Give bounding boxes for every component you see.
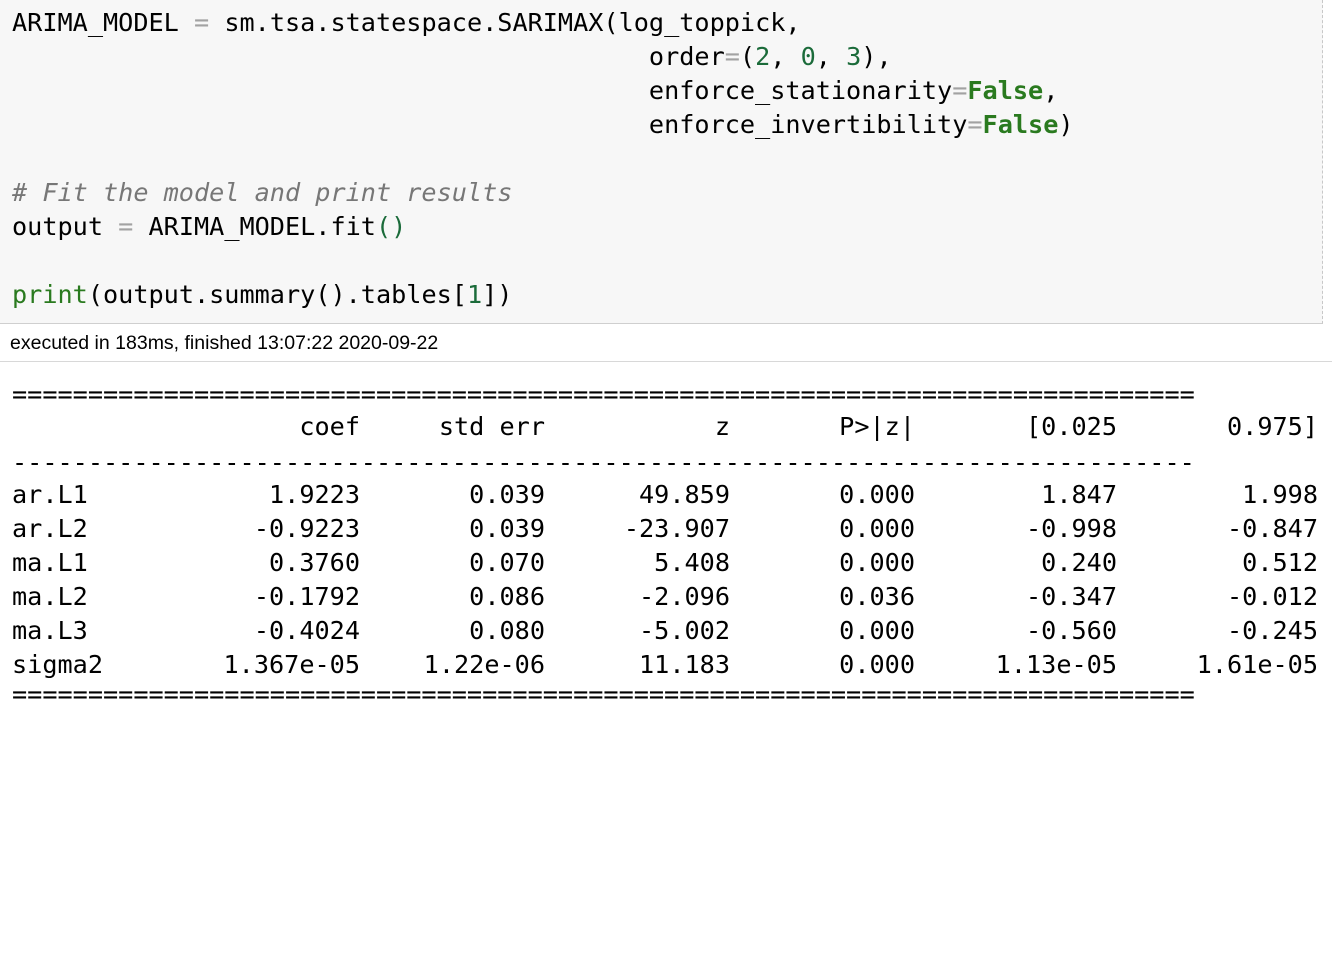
cell-ci-upper: 0.512 — [1242, 548, 1318, 577]
code-line-1: ARIMA_MODEL = sm.tsa.statespace.SARIMAX(… — [12, 8, 801, 37]
cell-p-value: 0.000 — [839, 514, 915, 543]
row-label: ma.L3 — [12, 616, 88, 645]
header-ci-upper: 0.975] — [1227, 412, 1318, 441]
header-z: z — [714, 412, 730, 441]
cell-ci-upper: 1.998 — [1242, 480, 1318, 509]
cell-std-err: 0.080 — [469, 616, 545, 645]
cell-std-err: 0.039 — [469, 514, 545, 543]
cell-p-value: 0.000 — [839, 480, 915, 509]
table-row: ar.L2 -0.9223 0.039 -23.907 0.000 -0.998… — [12, 512, 1318, 546]
table-row: ma.L2 -0.1792 0.086 -2.096 0.036 -0.347 … — [12, 580, 1318, 614]
row-label: sigma2 — [12, 650, 103, 679]
cell-coef: 1.367e-05 — [223, 650, 360, 679]
execution-status-bar: executed in 183ms, finished 13:07:22 202… — [0, 324, 1332, 362]
cell-std-err: 1.22e-06 — [423, 650, 545, 679]
table-header-row: coef std err z P>|z| [0.025 0.975] — [12, 410, 1318, 444]
cell-z: -2.096 — [639, 582, 730, 611]
row-label: ma.L2 — [12, 582, 88, 611]
cell-p-value: 0.000 — [839, 616, 915, 645]
code-line-3: enforce_stationarity=False, — [648, 76, 1059, 105]
row-label: ma.L1 — [12, 548, 88, 577]
header-ci-lower: [0.025 — [1026, 412, 1117, 441]
cell-coef: -0.9223 — [253, 514, 360, 543]
table-double-rule-bottom: ========================================… — [12, 680, 1195, 709]
table-row: ma.L1 0.3760 0.070 5.408 0.000 0.240 0.5… — [12, 546, 1318, 580]
execution-status-text: executed in 183ms, finished 13:07:22 202… — [10, 332, 439, 354]
code-line-8: print(output.summary().tables[1]) — [12, 280, 513, 309]
cell-ci-lower: 1.13e-05 — [995, 650, 1117, 679]
cell-z: -23.907 — [623, 514, 730, 543]
cell-ci-lower: -0.347 — [1026, 582, 1117, 611]
code-cell-input[interactable]: ARIMA_MODEL = sm.tsa.statespace.SARIMAX(… — [0, 0, 1323, 324]
table-row: sigma2 1.367e-05 1.22e-06 11.183 0.000 1… — [12, 648, 1318, 682]
row-label: ar.L1 — [12, 480, 88, 509]
cell-coef: -0.1792 — [253, 582, 360, 611]
table-row: ma.L3 -0.4024 0.080 -5.002 0.000 -0.560 … — [12, 614, 1318, 648]
cell-z: -5.002 — [639, 616, 730, 645]
table-double-rule-top: ========================================… — [12, 380, 1195, 409]
cell-z: 11.183 — [639, 650, 730, 679]
row-label: ar.L2 — [12, 514, 88, 543]
cell-coef: 0.3760 — [269, 548, 360, 577]
cell-p-value: 0.000 — [839, 650, 915, 679]
table-single-rule: ----------------------------------------… — [12, 448, 1195, 477]
cell-ci-upper: -0.245 — [1227, 616, 1318, 645]
cell-output: ========================================… — [0, 362, 1332, 714]
code-line-4: enforce_invertibility=False) — [648, 110, 1074, 139]
cell-ci-lower: -0.998 — [1026, 514, 1117, 543]
cell-ci-lower: 0.240 — [1041, 548, 1117, 577]
cell-p-value: 0.036 — [839, 582, 915, 611]
code-line-2: order=(2, 0, 3), — [648, 42, 892, 71]
cell-ci-lower: 1.847 — [1041, 480, 1117, 509]
cell-coef: 1.9223 — [269, 480, 360, 509]
code-editor[interactable]: ARIMA_MODEL = sm.tsa.statespace.SARIMAX(… — [12, 6, 1074, 312]
cell-ci-upper: 1.61e-05 — [1196, 650, 1318, 679]
code-line-6: output = ARIMA_MODEL.fit() — [12, 212, 407, 241]
cell-p-value: 0.000 — [839, 548, 915, 577]
cell-z: 5.408 — [654, 548, 730, 577]
cell-std-err: 0.039 — [469, 480, 545, 509]
cell-ci-lower: -0.560 — [1026, 616, 1117, 645]
header-p-value: P>|z| — [839, 412, 915, 441]
cell-std-err: 0.086 — [469, 582, 545, 611]
header-std-err: std err — [438, 412, 545, 441]
cell-ci-upper: -0.012 — [1227, 582, 1318, 611]
cell-z: 49.859 — [639, 480, 730, 509]
table-row: ar.L1 1.9223 0.039 49.859 0.000 1.847 1.… — [12, 478, 1318, 512]
cell-ci-upper: -0.847 — [1227, 514, 1318, 543]
header-coef: coef — [299, 412, 360, 441]
code-comment: # Fit the model and print results — [12, 178, 513, 207]
cell-coef: -0.4024 — [253, 616, 360, 645]
cell-std-err: 0.070 — [469, 548, 545, 577]
